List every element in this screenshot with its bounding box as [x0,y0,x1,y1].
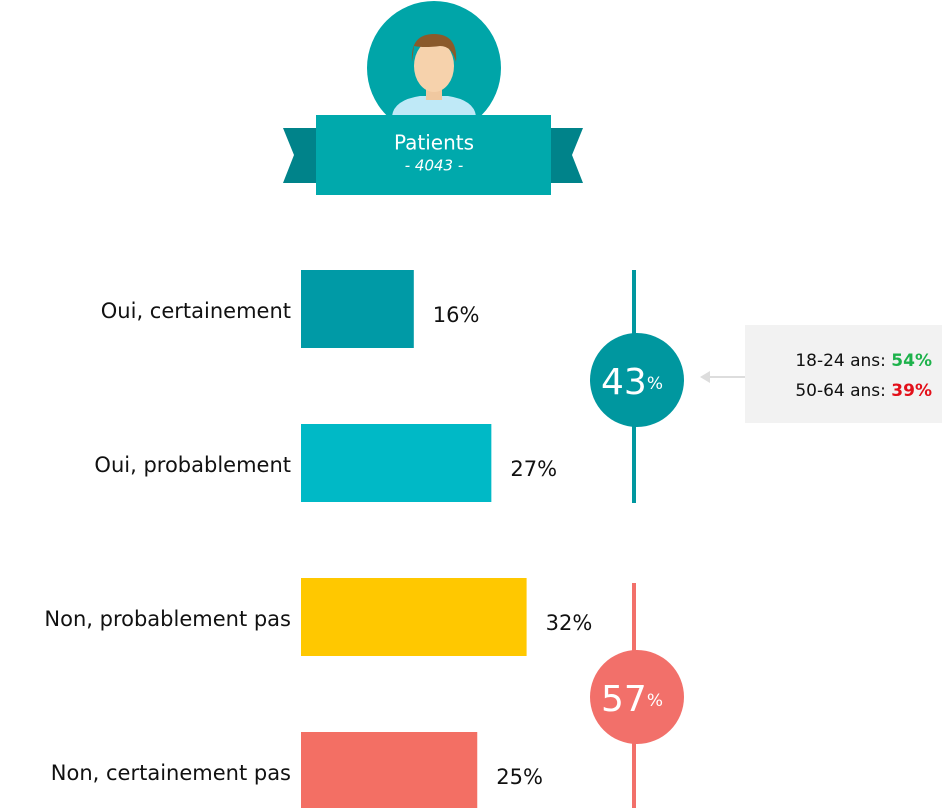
header-title: Patients [394,131,474,155]
group-total: 57% [601,679,663,720]
value-label: 25% [496,765,543,789]
ribbon-right [551,128,583,183]
group-circle [590,650,684,744]
callout-label: 18-24 ans: [795,351,886,371]
callout-label: 50-64 ans: [795,381,886,401]
group-unit: % [647,691,663,711]
category-label: Non, certainement pas [51,761,291,785]
bar [301,270,414,348]
callout-box [745,325,942,423]
value-label: 27% [510,457,557,481]
ribbon-left [283,128,316,183]
bar [301,732,478,808]
group-total: 43% [601,362,663,403]
avatar [367,1,501,116]
banner [316,115,551,195]
callout-row: 18-24 ans: 54% [795,351,932,371]
group-unit: % [647,374,663,394]
value-label: 32% [546,611,593,635]
group-circle [590,333,684,427]
bar [301,578,527,656]
bar [301,424,492,502]
category-label: Oui, probablement [94,453,291,477]
callout-value: 39% [891,381,932,401]
group-value: 57 [601,679,647,720]
group-value: 43 [601,362,647,403]
category-label: Non, probablement pas [44,607,291,631]
value-label: 16% [433,303,480,327]
category-label: Oui, certainement [101,299,291,323]
callout-row: 50-64 ans: 39% [795,381,932,401]
callout-arrow-head [700,371,710,383]
callout-value: 54% [891,351,932,371]
header-subtitle: - 4043 - [405,157,464,175]
